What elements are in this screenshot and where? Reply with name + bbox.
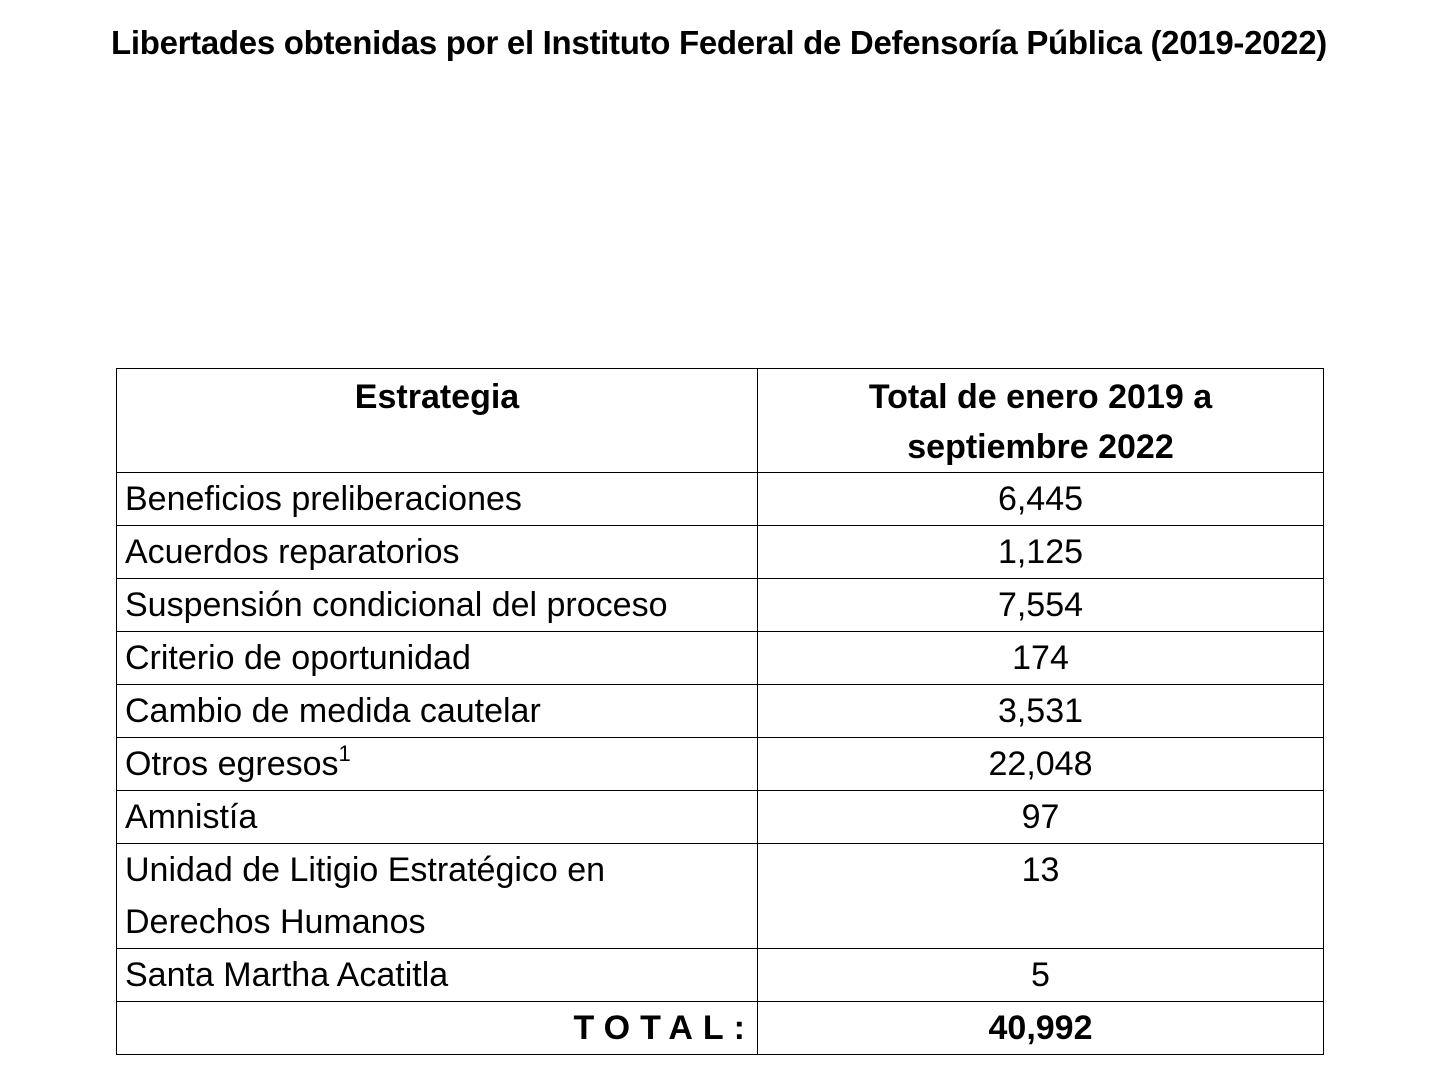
strategy-label: Santa Martha Acatitla <box>125 956 449 994</box>
total-cell: 3,531 <box>757 684 1324 738</box>
table-row: Unidad de Litigio Estratégico en Derecho… <box>116 843 1324 949</box>
total-cell: 7,554 <box>757 578 1324 632</box>
total-cell: 97 <box>757 790 1324 844</box>
strategy-label: Suspensión condicional del proceso <box>125 586 668 624</box>
strategy-cell: Acuerdos reparatorios <box>116 525 758 579</box>
table-row: Santa Martha Acatitla 5 <box>116 948 1324 1002</box>
strategy-label: Amnistía <box>125 798 258 836</box>
table-row: Amnistía 97 <box>116 790 1324 844</box>
liberties-table: Estrategia Total de enero 2019 a septiem… <box>116 368 1324 1055</box>
table-row: Cambio de medida cautelar 3,531 <box>116 684 1324 738</box>
strategy-label: Unidad de Litigio Estratégico en Derecho… <box>125 851 606 941</box>
table-row: Beneficios preliberaciones 6,445 <box>116 472 1324 526</box>
strategy-cell: Suspensión condicional del proceso <box>116 578 758 632</box>
page-title: Libertades obtenidas por el Instituto Fe… <box>111 24 1327 61</box>
total-cell: 1,125 <box>757 525 1324 579</box>
total-cell: 6,445 <box>757 472 1324 526</box>
table-row: Criterio de oportunidad 174 <box>116 631 1324 685</box>
strategy-label: Beneficios preliberaciones <box>125 480 522 518</box>
strategy-cell: Amnistía <box>116 790 758 844</box>
total-label: TOTAL: <box>116 1001 758 1055</box>
table-row: Otros egresos1 22,048 <box>116 737 1324 791</box>
total-value: 40,992 <box>757 1001 1324 1055</box>
total-cell: 5 <box>757 948 1324 1002</box>
footnote-marker: 1 <box>338 741 351 766</box>
total-cell: 22,048 <box>757 737 1324 791</box>
strategy-label: Otros egresos <box>125 745 339 783</box>
total-row: TOTAL: 40,992 <box>116 1001 1324 1055</box>
strategy-cell: Otros egresos1 <box>116 737 758 791</box>
strategy-cell: Unidad de Litigio Estratégico en Derecho… <box>116 843 758 949</box>
strategy-label: Acuerdos reparatorios <box>125 533 460 571</box>
column-header-total: Total de enero 2019 a septiembre 2022 <box>757 368 1324 473</box>
strategy-cell: Cambio de medida cautelar <box>116 684 758 738</box>
strategy-cell: Criterio de oportunidad <box>116 631 758 685</box>
total-cell: 13 <box>757 843 1324 949</box>
table-header-row: Estrategia Total de enero 2019 a septiem… <box>116 368 1324 473</box>
strategy-label: Cambio de medida cautelar <box>125 692 541 730</box>
strategy-cell: Santa Martha Acatitla <box>116 948 758 1002</box>
table-row: Suspensión condicional del proceso 7,554 <box>116 578 1324 632</box>
strategy-label: Criterio de oportunidad <box>125 639 471 677</box>
table-row: Acuerdos reparatorios 1,125 <box>116 525 1324 579</box>
total-cell: 174 <box>757 631 1324 685</box>
column-header-strategy: Estrategia <box>116 368 758 473</box>
strategy-cell: Beneficios preliberaciones <box>116 472 758 526</box>
